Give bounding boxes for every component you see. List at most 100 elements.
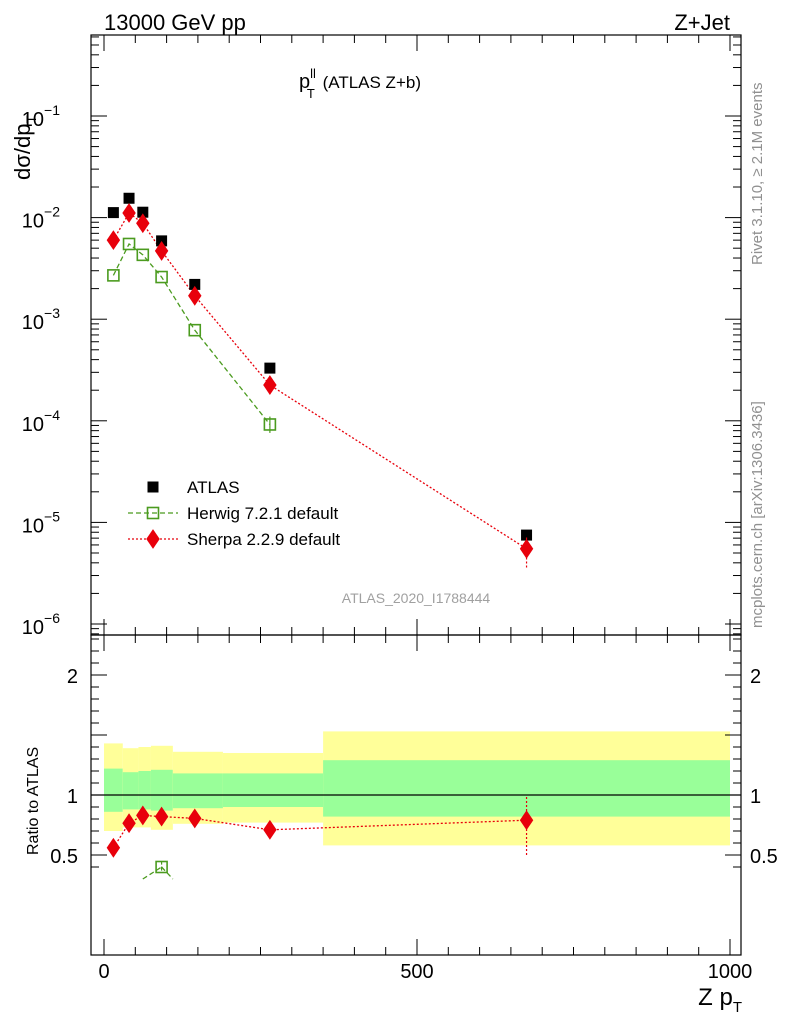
main-ytick-label-base: 10 [22,109,44,131]
data-point [521,529,533,541]
main-series-line [112,242,271,425]
data-point [122,203,136,223]
main-ytick-label-base: 10 [22,617,44,639]
data-point [123,192,135,204]
main-ytick-label: 10−3 [22,305,60,334]
data-point [136,248,150,262]
data-point [263,375,277,395]
xtick-label: 500 [400,961,433,983]
data-point [519,538,534,559]
data-point [264,362,276,374]
main-title-symbol: p [299,71,310,93]
ratio-panel: 0.5 0.5 1 1 2 2 0 500 1000 Ratio to ATLAS Z pT [25,634,778,1016]
ratio-ytick-label-right: 0.5 [750,846,778,868]
data-point [188,285,202,306]
main-ytick-label-base: 10 [22,312,44,334]
ratio-sherpa-point [136,805,150,826]
main-ytick-label: 10−6 [22,610,60,639]
ratio-herwig-line [142,866,162,880]
main-title-superscript: ll [310,66,316,81]
legend-label: Herwig 7.2.1 default [187,504,338,523]
ratio-y-axis-label: Ratio to ATLAS [25,747,42,855]
main-title-subscript: T [307,86,315,101]
ratio-herwig-point [155,860,168,874]
ratio-sherpa-point [154,806,169,827]
data-point [107,207,119,219]
main-ytick-label-exponent: −5 [44,508,60,524]
data-point [107,269,120,282]
ratio-series-clipped [106,795,534,880]
data-point [122,237,136,251]
main-panel: 10−110−210−310−410−510−6 pll T (ATLAS Z+b… [10,34,742,639]
ratio-band-inner [172,773,223,809]
main-y-axis-label: dσ/dpT [10,115,39,180]
x-axis-label-main: Z p [698,984,733,1011]
ratio-ytick-label-left: 2 [67,666,78,688]
main-ticks [91,35,741,635]
data-point [188,323,202,337]
main-title-rest: (ATLAS Z+b) [318,73,421,92]
ratio-ticks [91,635,741,955]
ratio-band-inner [222,773,324,807]
x-axis-label: Z pT [698,984,742,1016]
legend-label: Sherpa 2.2.9 default [187,530,340,549]
ratio-band-inner [323,760,730,817]
ratio-ytick-label-left: 0.5 [50,846,78,868]
ratio-band-inner [104,768,123,812]
legend-label: ATLAS [187,478,240,497]
main-ytick-label-exponent: −4 [44,407,60,423]
ratio-ytick-label-left: 1 [67,786,78,808]
ratio-sherpa-point [122,813,136,834]
ratio-band-inner [138,771,151,810]
main-ytick-label-base: 10 [22,211,44,233]
xtick-label: 0 [98,961,109,983]
header-process-label: Z+Jet [674,10,730,35]
legend: ATLAS Herwig 7.2.1 default Sherpa 2.2.9 de… [128,478,340,549]
main-ytick-labels: 10−110−210−310−410−510−6 [22,102,60,639]
main-series-lines [112,212,527,550]
ratio-sherpa-point [106,837,121,858]
main-ytick-label-base: 10 [22,414,44,436]
main-title: pll T (ATLAS Z+b) [299,66,421,101]
analysis-watermark: ATLAS_2020_I1788444 [342,590,491,606]
x-axis-label-sub: T [733,999,742,1016]
data-point [154,240,169,261]
ratio-sherpa-point [519,810,534,831]
main-y-axis-label-sub: T [23,115,39,124]
main-ytick-label: 10−4 [22,407,60,436]
data-point [263,418,277,431]
main-ytick-label-exponent: −2 [44,204,60,220]
main-ytick-label: 10−5 [22,508,60,537]
main-ytick-label-exponent: −3 [44,305,60,321]
data-point [156,235,168,247]
main-y-axis-label-main: dσ/dp [10,124,35,180]
main-ytick-label-exponent: −6 [44,610,60,626]
main-series-points [106,192,534,568]
mcplots-reference-label: mcplots.cern.ch [arXiv:1306.3436] [749,401,766,628]
legend-marker [146,506,160,520]
rivet-version-label: Rivet 3.1.10, ≥ 2.1M events [749,83,766,266]
ratio-series [106,795,534,880]
ratio-ytick-label-right: 1 [750,786,761,808]
ratio-band-inner [122,772,139,810]
main-ytick-label: 10−2 [22,204,60,233]
legend-marker [146,529,160,549]
main-ytick-label: 10−1 [22,102,60,131]
ratio-sherpa-point [188,808,202,829]
data-point [106,230,121,251]
xtick-label: 1000 [708,961,753,983]
legend-marker [147,481,159,493]
ratio-tick-labels: 0.5 0.5 1 1 2 2 0 500 1000 [50,666,778,983]
main-series-line [112,212,527,550]
ratio-ytick-label-right: 2 [750,666,761,688]
main-ytick-label-base: 10 [22,515,44,537]
ratio-band-inner [150,769,173,811]
main-ytick-label-exponent: −1 [44,102,60,118]
ratio-uncertainty-bands [104,731,730,846]
data-point [189,278,201,290]
data-point [137,206,149,218]
header-energy-label: 13000 GeV pp [104,10,246,35]
ratio-sherpa-point [263,819,277,840]
data-point [136,213,150,234]
